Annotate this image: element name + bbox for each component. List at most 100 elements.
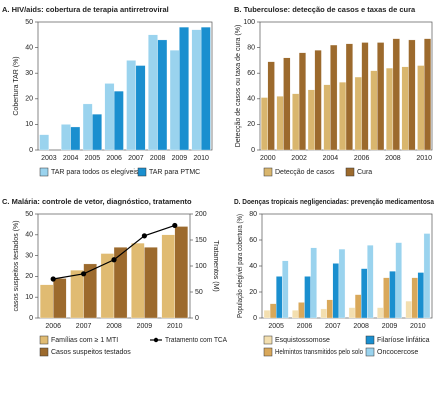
legend-swatch xyxy=(137,167,147,177)
legend-label: TAR para todos os elegíveis xyxy=(51,169,139,176)
y-tick-label: 10 xyxy=(25,294,33,301)
x-tick-label: 2007 xyxy=(76,323,92,330)
bar xyxy=(113,247,128,319)
x-tick-label: 2002 xyxy=(291,155,307,162)
legend-swatch xyxy=(263,167,273,177)
bar xyxy=(269,303,277,319)
y-tick-label: 50 xyxy=(25,211,33,218)
x-tick-label: 2008 xyxy=(150,155,166,162)
y-tick-label: 0 xyxy=(29,147,33,154)
y-axis-label: Detecção de casos ou taxa de cura (%) xyxy=(235,25,242,148)
legend-label: Filaríose linfática xyxy=(377,337,430,344)
bar xyxy=(314,50,322,151)
legend-swatch xyxy=(39,167,49,177)
bar xyxy=(377,307,384,319)
bar xyxy=(405,300,412,319)
y-tick-label: 80 xyxy=(249,211,257,218)
x-tick-label: 2010 xyxy=(410,323,426,330)
bar xyxy=(345,43,353,151)
plot-frame xyxy=(37,21,213,151)
bar xyxy=(339,82,347,151)
x-tick-label: 2005 xyxy=(268,323,284,330)
bar xyxy=(283,57,291,151)
y-tick-label: 40 xyxy=(25,44,33,51)
y2-tick-label: 150 xyxy=(195,237,207,244)
y2-axis-label: Tratamentos (M) xyxy=(212,240,219,291)
x-tick-label: 2003 xyxy=(41,155,57,162)
bar xyxy=(392,38,400,151)
x-tick-label: 2009 xyxy=(137,323,153,330)
bar xyxy=(92,114,102,151)
bar xyxy=(417,272,425,319)
legend-swatch xyxy=(153,337,159,343)
x-tick-label: 2008 xyxy=(353,323,369,330)
bar xyxy=(53,278,67,319)
bar xyxy=(70,126,81,151)
legend-label: Helmintos transmitidos pelo solo xyxy=(275,349,363,356)
bar xyxy=(395,242,402,319)
bar xyxy=(113,90,124,151)
bar xyxy=(383,277,390,319)
legend-label: Famílias com ≥ 1 MTI xyxy=(51,337,118,344)
chart-title: C. Malária: controle de vetor, diagnósti… xyxy=(2,197,192,206)
bar xyxy=(83,263,97,319)
y-tick-label: 0 xyxy=(251,147,255,154)
bar xyxy=(157,39,168,151)
y-tick-label: 30 xyxy=(25,70,33,77)
legend-label: Casos suspeitos testados xyxy=(51,349,131,356)
y2-tick-label: 100 xyxy=(195,263,207,270)
chart-title: B. Tuberculose: detecção de casos e taxa… xyxy=(234,5,416,14)
line-point xyxy=(111,257,117,263)
bar xyxy=(39,134,50,151)
bar xyxy=(310,247,317,319)
x-tick-label: 2009 xyxy=(172,155,188,162)
legend-swatch xyxy=(365,335,375,345)
x-tick-label: 2004 xyxy=(323,155,339,162)
y-tick-label: 60 xyxy=(247,70,255,77)
legend-label: Detecção de casos xyxy=(275,169,335,176)
line-point xyxy=(172,222,178,229)
x-tick-label: 2006 xyxy=(45,323,61,330)
bar xyxy=(423,233,431,319)
bar xyxy=(276,276,283,319)
y-tick-label: 50 xyxy=(25,19,33,26)
y-tick-label: 20 xyxy=(25,273,33,280)
bar xyxy=(386,67,394,151)
x-tick-label: 2007 xyxy=(325,323,341,330)
y-axis-label: Cobertura TAR (%) xyxy=(13,56,20,115)
bar xyxy=(401,66,409,151)
bar xyxy=(354,76,362,151)
bar xyxy=(276,96,284,151)
y-tick-label: 10 xyxy=(25,121,33,128)
x-tick-label: 2005 xyxy=(85,155,101,162)
bar xyxy=(131,242,145,319)
x-tick-label: 2009 xyxy=(382,323,398,330)
bar xyxy=(424,38,432,151)
bar xyxy=(389,271,396,319)
bar xyxy=(377,42,385,151)
bar xyxy=(354,294,362,319)
bar xyxy=(61,124,71,151)
y-tick-label: 40 xyxy=(247,96,255,103)
bar xyxy=(260,97,268,151)
y-axis-label: casos suspeitos testados (%) xyxy=(13,220,20,311)
x-tick-label: 2007 xyxy=(128,155,144,162)
bar xyxy=(408,39,416,151)
legend-swatch xyxy=(39,335,49,345)
legend-label: Esquistossomose xyxy=(275,337,330,344)
legend-label: Cura xyxy=(357,169,372,176)
bar xyxy=(304,276,311,319)
x-tick-label: 2010 xyxy=(416,155,432,162)
bar xyxy=(282,260,289,319)
legend-swatch xyxy=(263,335,273,345)
legend-swatch xyxy=(345,167,355,177)
x-tick-label: 2008 xyxy=(106,323,122,330)
bar xyxy=(367,245,374,319)
y-tick-label: 0 xyxy=(253,315,257,322)
x-tick-label: 2010 xyxy=(167,323,183,330)
x-tick-label: 2006 xyxy=(106,155,122,162)
y-tick-label: 60 xyxy=(249,237,257,244)
bar xyxy=(361,268,368,319)
bar xyxy=(307,89,315,151)
y-axis-label: População elegível para cobertura (%) xyxy=(237,214,244,318)
